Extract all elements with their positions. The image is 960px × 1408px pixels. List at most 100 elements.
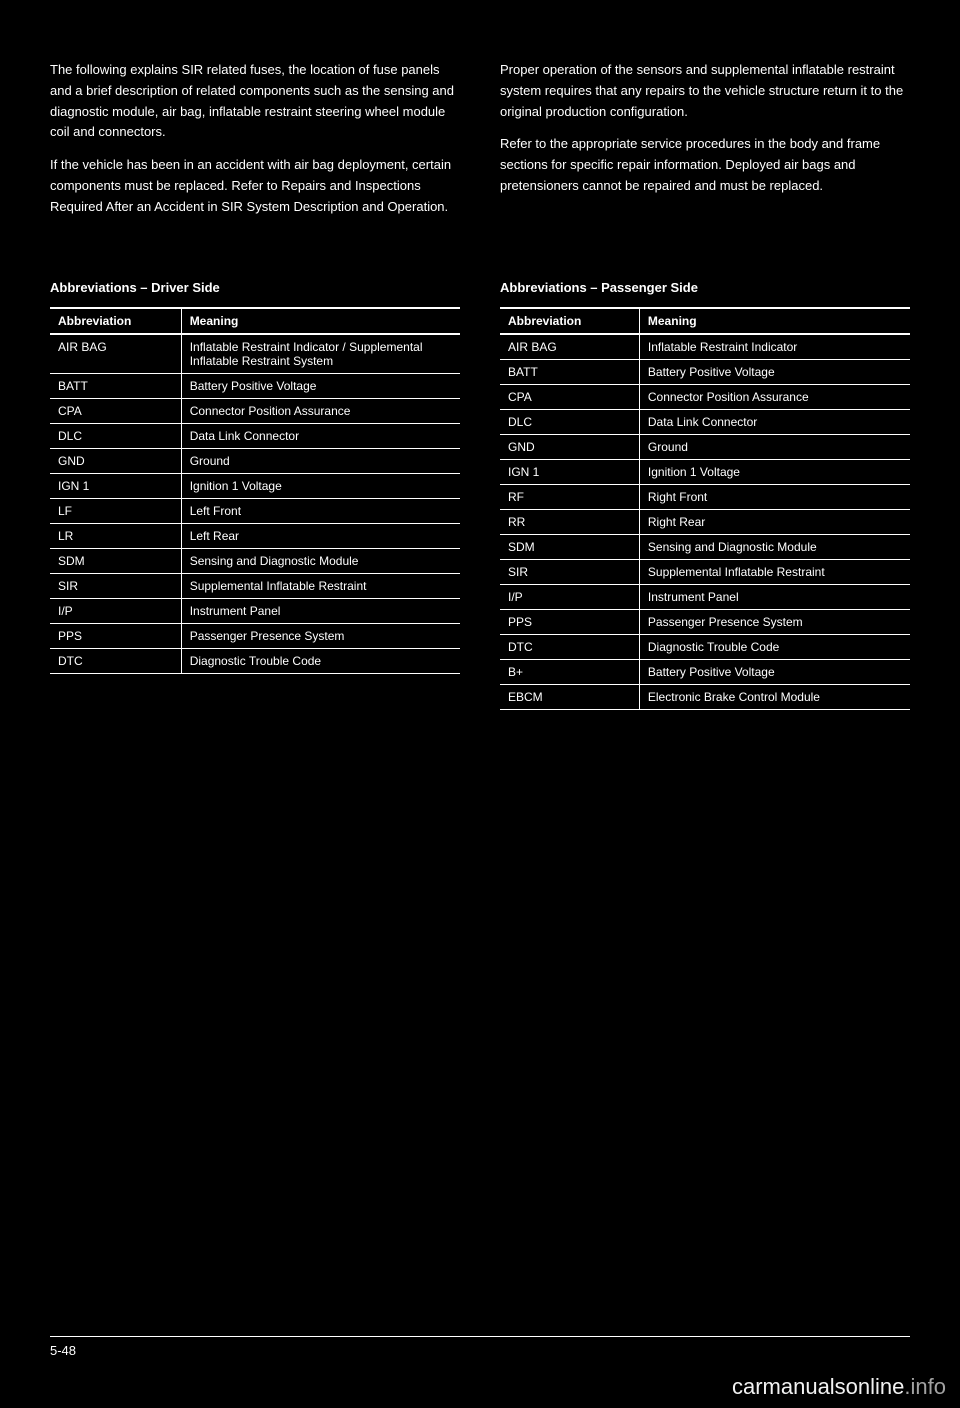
table-cell: DTC: [50, 648, 181, 673]
table-row: AIR BAGInflatable Restraint Indicator: [500, 334, 910, 360]
table-row: SDMSensing and Diagnostic Module: [500, 534, 910, 559]
table-row: IGN 1Ignition 1 Voltage: [50, 473, 460, 498]
left-table-header-0: Abbreviation: [50, 308, 181, 334]
table-row: IGN 1Ignition 1 Voltage: [500, 459, 910, 484]
table-cell: SIR: [500, 559, 639, 584]
prose-paragraph: Proper operation of the sensors and supp…: [500, 60, 910, 122]
table-row: PPSPassenger Presence System: [500, 609, 910, 634]
table-cell: Right Rear: [639, 509, 910, 534]
prose-right-column: Proper operation of the sensors and supp…: [500, 60, 910, 230]
table-cell: SDM: [50, 548, 181, 573]
right-table-title: Abbreviations – Passenger Side: [500, 280, 910, 295]
right-table-header-0: Abbreviation: [500, 308, 639, 334]
page-number: 5-48: [50, 1343, 76, 1358]
table-cell: RF: [500, 484, 639, 509]
table-cell: IGN 1: [50, 473, 181, 498]
table-cell: Data Link Connector: [181, 423, 460, 448]
table-cell: LF: [50, 498, 181, 523]
table-cell: IGN 1: [500, 459, 639, 484]
table-cell: Diagnostic Trouble Code: [639, 634, 910, 659]
table-cell: Ground: [181, 448, 460, 473]
table-cell: PPS: [50, 623, 181, 648]
tables-section: Abbreviations – Driver Side Abbreviation…: [50, 280, 910, 710]
right-table-header-1: Meaning: [639, 308, 910, 334]
table-cell: Battery Positive Voltage: [181, 373, 460, 398]
right-table: Abbreviation Meaning AIR BAGInflatable R…: [500, 307, 910, 710]
table-row: SIRSupplemental Inflatable Restraint: [50, 573, 460, 598]
left-table-header-1: Meaning: [181, 308, 460, 334]
table-row: SIRSupplemental Inflatable Restraint: [500, 559, 910, 584]
table-row: BATTBattery Positive Voltage: [50, 373, 460, 398]
table-cell: Passenger Presence System: [181, 623, 460, 648]
table-cell: Left Rear: [181, 523, 460, 548]
table-cell: AIR BAG: [50, 334, 181, 374]
table-row: RRRight Rear: [500, 509, 910, 534]
table-cell: Battery Positive Voltage: [639, 359, 910, 384]
table-row: BATTBattery Positive Voltage: [500, 359, 910, 384]
table-cell: Sensing and Diagnostic Module: [181, 548, 460, 573]
table-cell: Diagnostic Trouble Code: [181, 648, 460, 673]
table-row: GNDGround: [500, 434, 910, 459]
table-cell: Inflatable Restraint Indicator / Supplem…: [181, 334, 460, 374]
table-cell: CPA: [500, 384, 639, 409]
watermark: carmanualsonline.info: [732, 1374, 946, 1400]
left-table: Abbreviation Meaning AIR BAGInflatable R…: [50, 307, 460, 674]
table-cell: SIR: [50, 573, 181, 598]
table-cell: B+: [500, 659, 639, 684]
table-cell: Connector Position Assurance: [639, 384, 910, 409]
prose-paragraph: Refer to the appropriate service procedu…: [500, 134, 910, 196]
table-cell: Battery Positive Voltage: [639, 659, 910, 684]
table-cell: Supplemental Inflatable Restraint: [639, 559, 910, 584]
table-cell: I/P: [50, 598, 181, 623]
table-cell: Ignition 1 Voltage: [181, 473, 460, 498]
table-cell: BATT: [50, 373, 181, 398]
table-cell: Left Front: [181, 498, 460, 523]
right-table-wrap: Abbreviations – Passenger Side Abbreviat…: [500, 280, 910, 710]
table-row: B+Battery Positive Voltage: [500, 659, 910, 684]
table-cell: Passenger Presence System: [639, 609, 910, 634]
table-cell: EBCM: [500, 684, 639, 709]
table-cell: Data Link Connector: [639, 409, 910, 434]
table-cell: Ignition 1 Voltage: [639, 459, 910, 484]
table-row: DLCData Link Connector: [500, 409, 910, 434]
table-row: RFRight Front: [500, 484, 910, 509]
table-row: I/PInstrument Panel: [500, 584, 910, 609]
table-cell: DTC: [500, 634, 639, 659]
page-footer: 5-48: [50, 1336, 910, 1358]
table-row: SDMSensing and Diagnostic Module: [50, 548, 460, 573]
table-cell: Electronic Brake Control Module: [639, 684, 910, 709]
table-cell: Right Front: [639, 484, 910, 509]
table-cell: I/P: [500, 584, 639, 609]
table-cell: Instrument Panel: [639, 584, 910, 609]
table-row: PPSPassenger Presence System: [50, 623, 460, 648]
table-row: CPAConnector Position Assurance: [50, 398, 460, 423]
table-row: GNDGround: [50, 448, 460, 473]
table-row: CPAConnector Position Assurance: [500, 384, 910, 409]
table-cell: SDM: [500, 534, 639, 559]
table-cell: GND: [500, 434, 639, 459]
table-cell: CPA: [50, 398, 181, 423]
table-row: LRLeft Rear: [50, 523, 460, 548]
prose-paragraph: If the vehicle has been in an accident w…: [50, 155, 460, 217]
prose-paragraph: The following explains SIR related fuses…: [50, 60, 460, 143]
table-row: DTCDiagnostic Trouble Code: [50, 648, 460, 673]
table-cell: Sensing and Diagnostic Module: [639, 534, 910, 559]
table-row: LFLeft Front: [50, 498, 460, 523]
watermark-suffix: .info: [904, 1374, 946, 1399]
left-table-wrap: Abbreviations – Driver Side Abbreviation…: [50, 280, 460, 710]
table-row: DLCData Link Connector: [50, 423, 460, 448]
table-cell: Connector Position Assurance: [181, 398, 460, 423]
table-row: EBCMElectronic Brake Control Module: [500, 684, 910, 709]
left-table-title: Abbreviations – Driver Side: [50, 280, 460, 295]
table-row: I/PInstrument Panel: [50, 598, 460, 623]
table-row: DTCDiagnostic Trouble Code: [500, 634, 910, 659]
prose-left-column: The following explains SIR related fuses…: [50, 60, 460, 230]
table-cell: BATT: [500, 359, 639, 384]
prose-section: The following explains SIR related fuses…: [50, 60, 910, 260]
table-row: AIR BAGInflatable Restraint Indicator / …: [50, 334, 460, 374]
table-cell: DLC: [50, 423, 181, 448]
table-cell: LR: [50, 523, 181, 548]
table-cell: Inflatable Restraint Indicator: [639, 334, 910, 360]
table-cell: DLC: [500, 409, 639, 434]
table-cell: PPS: [500, 609, 639, 634]
